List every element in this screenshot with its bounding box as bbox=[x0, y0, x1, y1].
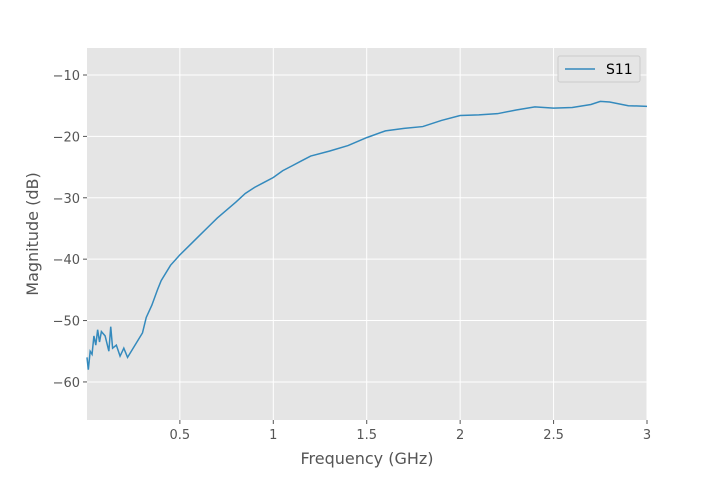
data-line bbox=[86, 100, 648, 370]
x-tick-label: 3 bbox=[643, 428, 651, 443]
x-tick-label: 0.5 bbox=[170, 428, 191, 443]
x-tick-label: 2 bbox=[456, 428, 464, 443]
legend-label: S11 bbox=[606, 62, 633, 78]
y-tick-label: −10 bbox=[53, 69, 80, 84]
y-tick-label: −20 bbox=[53, 130, 80, 145]
y-tick-label: −30 bbox=[53, 192, 80, 207]
y-tick-label: −40 bbox=[53, 253, 80, 268]
x-tick-label: 1 bbox=[269, 428, 277, 443]
y-axis-label: Magnitude (dB) bbox=[23, 172, 42, 295]
y-tick-label: −50 bbox=[53, 315, 80, 330]
x-axis-label: Frequency (GHz) bbox=[300, 449, 433, 468]
legend-box bbox=[557, 55, 641, 83]
x-tick-label: 1.5 bbox=[356, 428, 377, 443]
y-tick-label: −60 bbox=[53, 376, 80, 391]
x-tick-label: 2.5 bbox=[543, 428, 564, 443]
